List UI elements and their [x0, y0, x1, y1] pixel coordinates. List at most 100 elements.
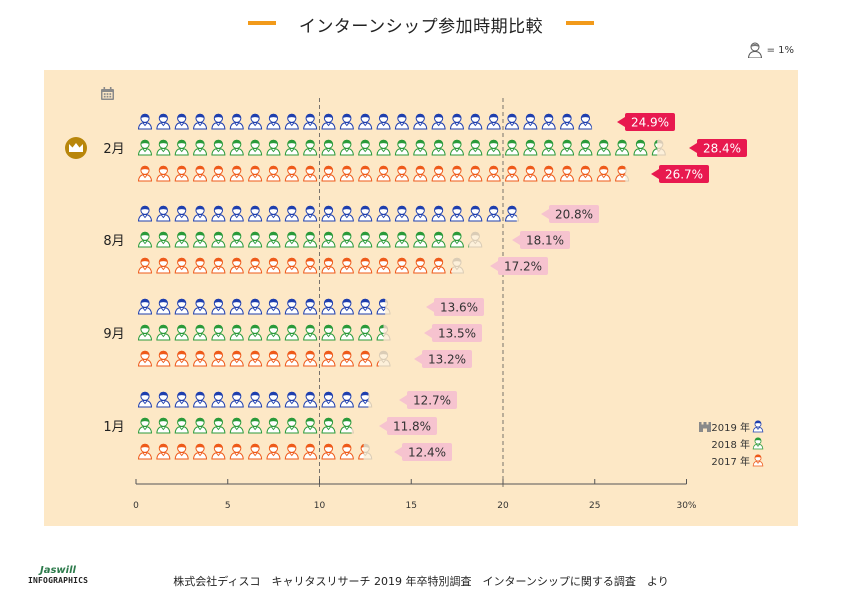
person-icon	[211, 324, 226, 341]
person-icon	[303, 139, 318, 156]
person-icon	[248, 350, 263, 367]
data-label: 26.7%	[665, 168, 703, 182]
data-label: 24.9%	[631, 116, 669, 130]
person-icon	[174, 231, 189, 248]
data-label: 12.4%	[408, 446, 446, 460]
person-icon	[284, 165, 299, 182]
data-label-box	[625, 113, 675, 131]
person-icon	[266, 443, 281, 460]
person-icon	[394, 205, 409, 222]
data-label-box	[659, 165, 709, 183]
person-icon	[486, 113, 501, 130]
person-icon	[523, 165, 538, 182]
data-label-box	[422, 350, 472, 368]
person-icon	[303, 205, 318, 222]
person-icon	[229, 205, 244, 222]
person-icon	[211, 391, 226, 408]
person-icon	[394, 113, 409, 130]
data-label-pointer	[689, 143, 697, 153]
partial-person-fill	[376, 324, 384, 341]
partial-person-fill	[358, 391, 369, 408]
person-icon	[137, 139, 153, 156]
person-icon	[211, 165, 226, 182]
icon-row	[137, 350, 391, 367]
data-label-box	[434, 298, 484, 316]
person-icon	[266, 205, 281, 222]
person-icon	[156, 324, 171, 341]
person-icon	[321, 391, 336, 408]
person-icon	[156, 350, 171, 367]
person-icon	[174, 417, 189, 434]
person-icon	[211, 257, 226, 274]
chart-title: インターンシップ参加時期比較	[294, 17, 548, 37]
brand-logo: Jaswill INFOGRAPHICS	[28, 565, 98, 585]
person-icon	[266, 298, 281, 315]
icon-row	[137, 165, 630, 182]
person-icon	[339, 324, 354, 341]
person-icon	[747, 42, 762, 58]
person-icon	[193, 165, 208, 182]
person-icon	[284, 139, 299, 156]
person-icon	[266, 113, 281, 130]
person-icon	[303, 298, 318, 315]
partial-person-fill	[376, 360, 379, 367]
person-icon	[174, 298, 189, 315]
person-icon	[211, 298, 226, 315]
person-icon	[229, 257, 244, 274]
person-icon	[541, 139, 556, 156]
data-label: 13.6%	[440, 301, 478, 315]
person-icon	[413, 113, 428, 130]
person-icon	[486, 205, 501, 222]
person-icon	[211, 417, 226, 434]
person-icon	[541, 165, 556, 182]
person-icon	[303, 443, 318, 460]
partial-person-fill	[358, 443, 364, 460]
person-icon	[358, 350, 373, 367]
x-tick-label: 10	[314, 501, 326, 511]
unit-legend: = 1%	[747, 42, 794, 58]
data-label-pointer	[541, 209, 549, 219]
person-icon	[174, 113, 189, 130]
person-icon	[193, 231, 208, 248]
person-icon	[229, 443, 244, 460]
person-icon	[394, 257, 409, 274]
legend-label: 2019 年	[711, 421, 750, 434]
person-icon	[248, 231, 263, 248]
partial-person-fill	[651, 139, 658, 156]
data-label-box	[549, 205, 599, 223]
person-icon	[137, 417, 153, 434]
legend-person-icon	[752, 420, 764, 433]
person-icon	[229, 350, 244, 367]
person-icon	[248, 113, 263, 130]
x-tick-label: 15	[406, 501, 417, 511]
person-icon	[339, 231, 354, 248]
person-icon	[211, 350, 226, 367]
person-icon	[523, 113, 538, 130]
person-icon	[193, 205, 208, 222]
calendar-icon	[101, 87, 114, 100]
partial-person-icon	[376, 350, 391, 367]
data-label-pointer	[394, 447, 402, 457]
unit-legend-text: = 1%	[766, 44, 794, 56]
person-icon	[431, 231, 446, 248]
person-icon	[321, 231, 336, 248]
person-icon	[339, 113, 354, 130]
person-icon	[303, 324, 318, 341]
data-label-box	[498, 257, 548, 275]
person-icon	[156, 139, 171, 156]
person-icon	[229, 391, 244, 408]
person-icon	[156, 391, 171, 408]
person-icon	[303, 350, 318, 367]
legend-label: 2017 年	[711, 455, 750, 468]
person-icon	[560, 139, 575, 156]
person-icon	[339, 257, 354, 274]
person-icon	[321, 139, 336, 156]
person-icon	[339, 165, 354, 182]
person-icon	[321, 205, 336, 222]
data-label-pointer	[512, 235, 520, 245]
person-icon	[211, 231, 226, 248]
title-bar: インターンシップ参加時期比較	[0, 10, 842, 37]
person-icon	[248, 391, 263, 408]
person-icon	[248, 139, 263, 156]
data-label: 20.8%	[555, 208, 593, 222]
